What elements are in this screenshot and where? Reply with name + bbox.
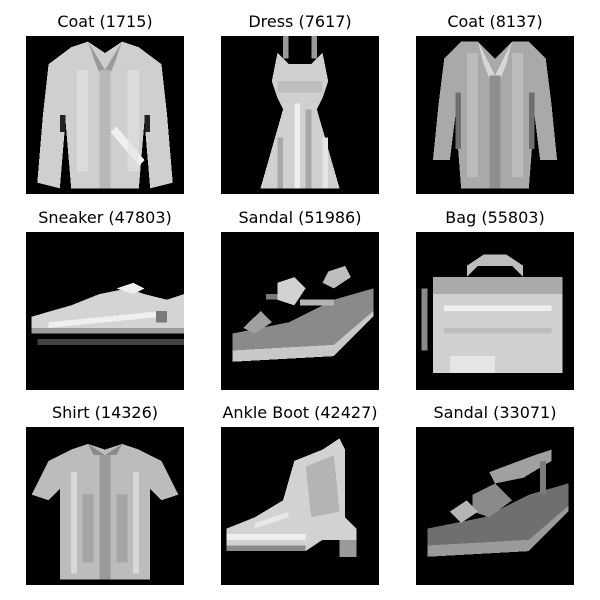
bag-thumbnail [416, 232, 574, 390]
cell-title: Coat (8137) [447, 12, 543, 31]
cell-title: Sandal (33071) [433, 403, 557, 422]
long-coat-thumbnail [416, 36, 574, 194]
sandal-thumbnail [221, 232, 379, 390]
cell-title: Dress (7617) [248, 12, 352, 31]
cell-title: Shirt (14326) [51, 403, 159, 422]
cell-title: Sandal (51986) [238, 208, 362, 227]
wedge-sandal-thumbnail [416, 427, 574, 585]
sneaker-thumbnail [26, 232, 184, 390]
cell-title: Ankle Boot (42427) [222, 403, 378, 422]
shirt-thumbnail [26, 427, 184, 585]
cell-title: Bag (55803) [445, 208, 545, 227]
cell-title: Sneaker (47803) [38, 208, 172, 227]
dress-thumbnail [221, 36, 379, 194]
cell-title: Coat (1715) [57, 12, 153, 31]
ankle-boot-thumbnail [221, 427, 379, 585]
coat-thumbnail [26, 36, 184, 194]
